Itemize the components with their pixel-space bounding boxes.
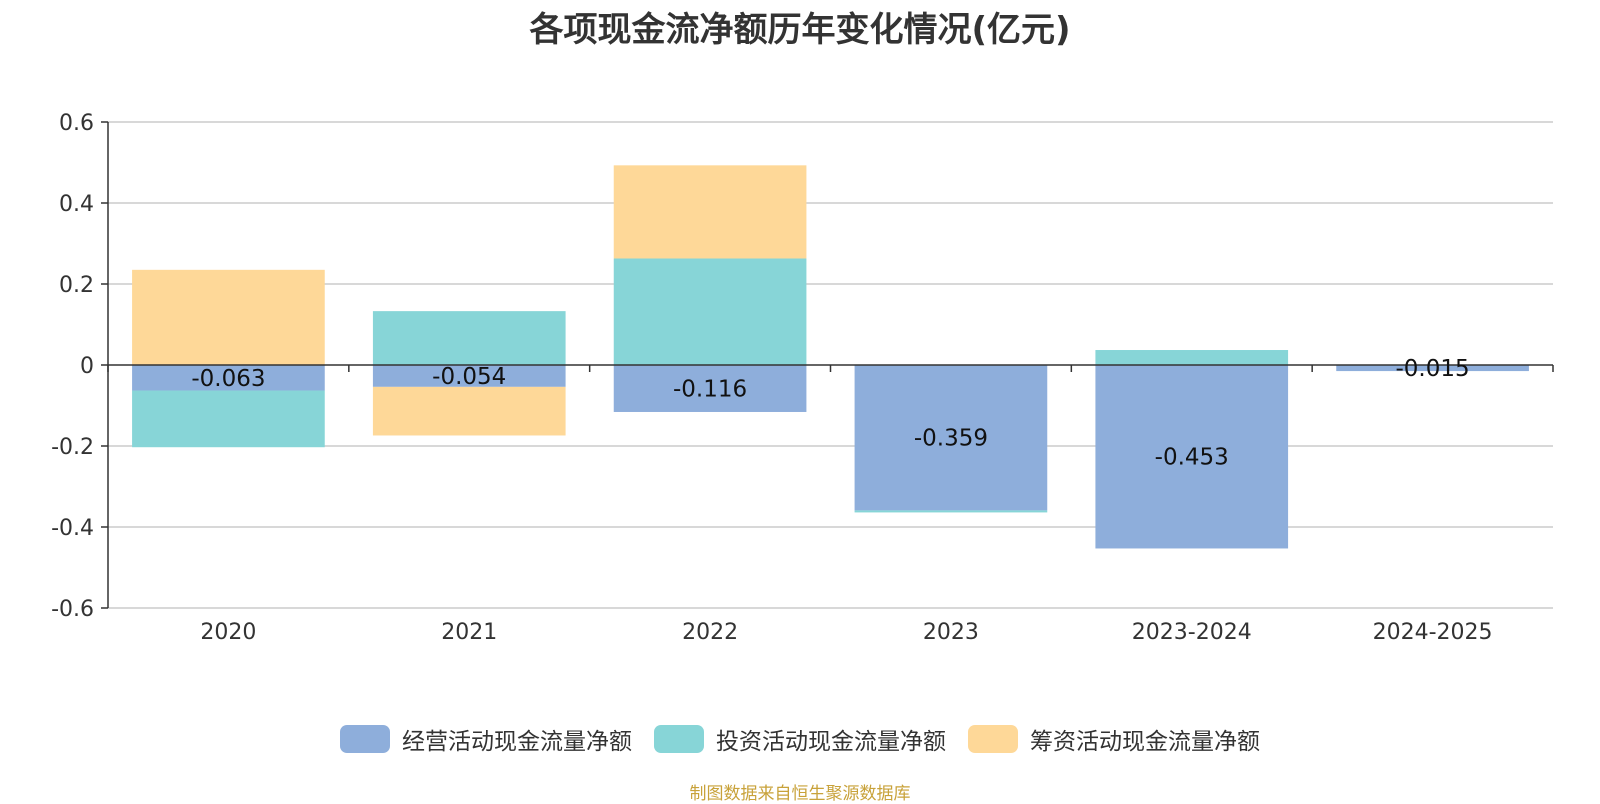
bar-operating — [613, 365, 807, 412]
legend-item-operating[interactable]: 经营活动现金流量净额 — [340, 722, 632, 756]
legend-item-financing[interactable]: 筹资活动现金流量净额 — [968, 722, 1260, 756]
y-tick-label: 0 — [80, 354, 94, 379]
y-tick-label: -0.4 — [51, 516, 94, 541]
y-tick-label: -0.6 — [51, 597, 94, 622]
bar-financing — [613, 165, 807, 259]
bar-operating — [854, 365, 1048, 511]
x-tick-label: 2023-2024 — [1132, 620, 1252, 645]
y-tick-label: 0.2 — [59, 273, 94, 298]
bar-investing — [613, 258, 807, 365]
x-tick-label: 2021 — [441, 620, 497, 645]
source-note: 制图数据来自恒生聚源数据库 — [689, 784, 911, 804]
bar-operating — [132, 365, 325, 391]
bar-financing — [372, 386, 566, 436]
data-label: -0.453 — [1155, 445, 1229, 471]
data-label: -0.063 — [191, 366, 265, 392]
legend: 经营活动现金流量净额 投资活动现金流量净额 筹资活动现金流量净额 — [0, 722, 1600, 756]
legend-swatch-operating — [340, 725, 390, 753]
x-tick-label: 2020 — [200, 620, 256, 645]
data-label: -0.359 — [914, 426, 988, 452]
data-label: -0.015 — [1396, 356, 1470, 382]
y-tick-label: 0.6 — [59, 111, 94, 136]
data-label: -0.054 — [432, 364, 506, 390]
bar-investing — [1095, 350, 1289, 365]
bar-operating — [372, 365, 566, 387]
y-tick-label: 0.4 — [59, 192, 94, 217]
x-tick-label: 2023 — [923, 620, 979, 645]
legend-label-operating: 经营活动现金流量净额 — [402, 729, 632, 755]
x-tick-label: 2024-2025 — [1373, 620, 1493, 645]
legend-swatch-financing — [968, 725, 1018, 753]
bar-operating — [1095, 365, 1289, 549]
legend-label-investing: 投资活动现金流量净额 — [716, 729, 946, 755]
legend-label-financing: 筹资活动现金流量净额 — [1030, 729, 1260, 755]
legend-swatch-investing — [654, 725, 704, 753]
bar-investing — [854, 510, 1048, 513]
y-tick-label: -0.2 — [51, 435, 94, 460]
legend-item-investing[interactable]: 投资活动现金流量净额 — [654, 722, 946, 756]
data-label: -0.116 — [673, 376, 747, 402]
chart-title: 各项现金流净额历年变化情况(亿元) — [529, 10, 1071, 50]
bar-chart: 0.6 0.4 0.2 0 -0.2 -0.4 -0.6 2020 2021 2022 2023 20… — [51, 111, 1554, 645]
bar-operating — [1336, 365, 1529, 372]
x-tick-label: 2022 — [682, 620, 738, 645]
bar-financing — [132, 269, 325, 365]
bar-investing — [132, 390, 325, 448]
bar-investing — [372, 311, 566, 365]
